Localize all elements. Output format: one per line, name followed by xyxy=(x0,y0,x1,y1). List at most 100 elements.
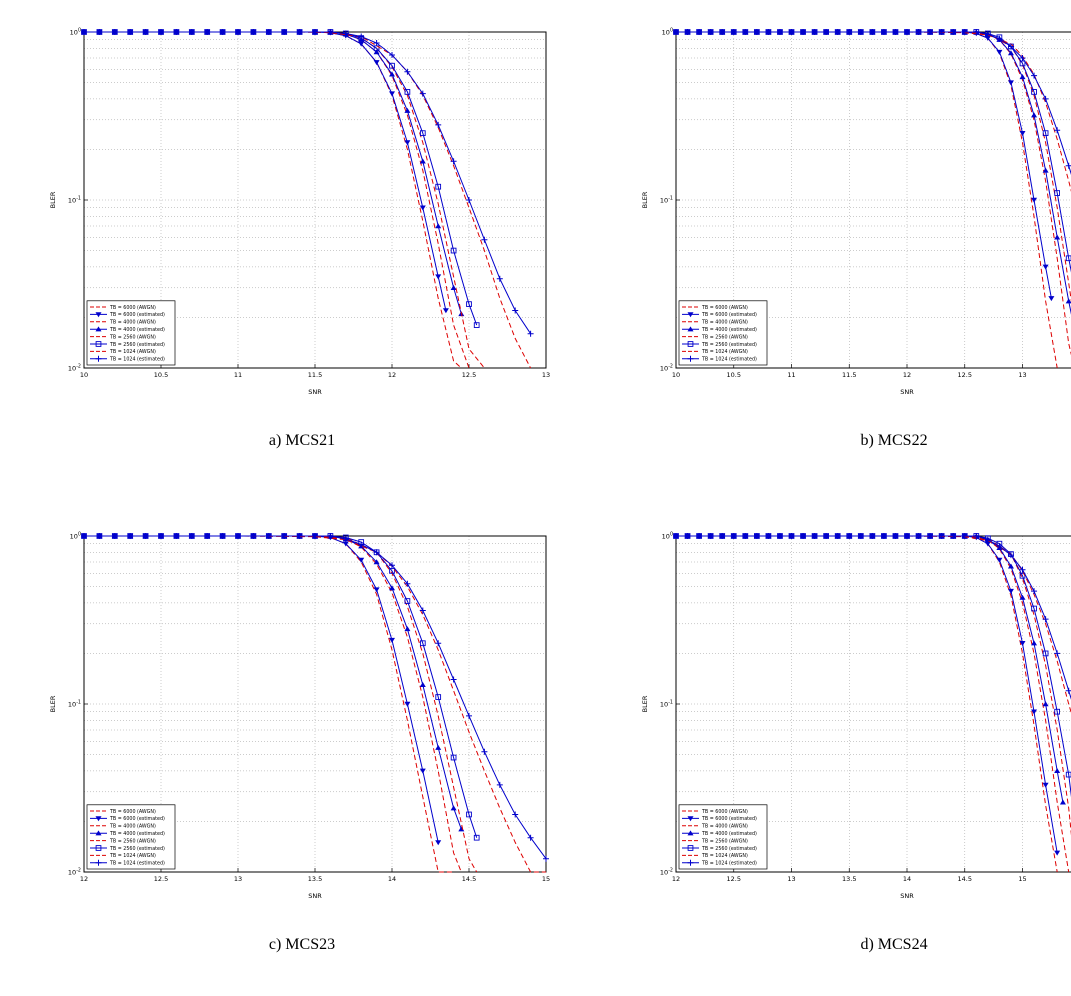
plus-marker-icon xyxy=(188,533,195,539)
legend-entry-label: TB = 6000 (estimated) xyxy=(701,312,757,318)
x-tick-label: 10.5 xyxy=(154,371,168,379)
legend-entry-label: TB = 1024 (AWGN) xyxy=(109,349,156,355)
legend-entry-label: TB = 2560 (AWGN) xyxy=(109,838,156,844)
plus-marker-icon xyxy=(719,29,726,35)
plus-marker-icon xyxy=(296,533,303,539)
triangle-down-marker-icon xyxy=(404,140,411,146)
triangle-up-marker-icon xyxy=(419,158,426,164)
plus-marker-icon xyxy=(857,533,864,539)
triangle-up-marker-icon xyxy=(95,830,102,836)
x-tick-label: 13.5 xyxy=(308,875,322,883)
legend-entry-label: TB = 2560 (AWGN) xyxy=(109,334,156,340)
triangle-down-marker-icon xyxy=(342,541,349,547)
legend-entry: TB = 2560 (AWGN) xyxy=(90,838,156,844)
legend-entry-label: TB = 1024 (estimated) xyxy=(701,357,757,363)
legend-box xyxy=(678,300,768,366)
triangle-down-marker-icon xyxy=(1048,296,1055,302)
plus-marker-icon xyxy=(450,676,457,683)
square-marker-icon xyxy=(389,568,395,574)
x-tick-label: 12 xyxy=(903,371,911,379)
triangle-up-marker-icon xyxy=(1031,640,1038,646)
legend-entry-label: TB = 1024 (estimated) xyxy=(109,861,165,867)
legend-box xyxy=(86,300,176,366)
plus-marker-icon xyxy=(834,29,841,35)
x-tick-label: 15 xyxy=(1018,875,1026,883)
x-axis-label: SNR xyxy=(308,892,322,900)
y-tick-label: 100 xyxy=(70,532,81,541)
plus-marker-icon xyxy=(527,834,534,841)
legend-box xyxy=(86,804,176,870)
triangle-up-marker-icon xyxy=(95,326,102,332)
plus-marker-icon xyxy=(373,40,380,47)
legend-entry-label: TB = 4000 (estimated) xyxy=(109,327,165,333)
legend-entry: TB = 1024 (estimated) xyxy=(682,355,757,363)
plus-marker-icon xyxy=(496,781,503,788)
square-marker-icon xyxy=(95,341,102,347)
series-tb-1024-estimated xyxy=(673,533,1071,700)
legend-entry: TB = 4000 (estimated) xyxy=(90,830,165,837)
square-marker-icon xyxy=(404,89,411,95)
series-tb-1024-awgn xyxy=(84,535,546,873)
x-tick-label: 13 xyxy=(1018,371,1026,379)
plus-marker-icon xyxy=(846,29,853,35)
plus-marker-icon xyxy=(127,533,134,539)
legend-entry-label: TB = 1024 (estimated) xyxy=(701,861,757,867)
triangle-up-marker-icon xyxy=(1054,234,1061,240)
x-tick-label: 13.5 xyxy=(842,875,856,883)
x-tick-label: 15 xyxy=(542,875,550,883)
square-marker-icon xyxy=(419,640,426,647)
legend-entry: TB = 4000 (AWGN) xyxy=(90,320,156,326)
square-marker-icon xyxy=(473,322,480,328)
triangle-down-marker-icon xyxy=(687,816,694,822)
legend-entry: TB = 6000 (estimated) xyxy=(682,312,757,318)
legend-entry-label: TB = 4000 (AWGN) xyxy=(109,824,156,830)
triangle-down-marker-icon xyxy=(1031,709,1038,715)
triangle-down-marker-icon xyxy=(358,557,365,563)
plus-marker-icon xyxy=(96,29,103,35)
plus-marker-icon xyxy=(81,29,87,35)
plus-marker-icon xyxy=(719,533,726,539)
plus-marker-icon xyxy=(915,29,922,35)
tick-labels: 10 10.5 11 11.5 12 12.5 13 100 10-1 10-2 xyxy=(68,28,550,380)
legend-entry-label: TB = 1024 (AWGN) xyxy=(701,853,748,859)
x-tick-label: 10 xyxy=(672,371,680,379)
x-tick-label: 11.5 xyxy=(842,371,856,379)
legend-entry: TB = 4000 (estimated) xyxy=(682,326,757,333)
plus-marker-icon xyxy=(404,580,411,587)
y-tick-label: 10-1 xyxy=(660,196,673,205)
triangle-up-marker-icon xyxy=(1007,50,1014,56)
x-tick-label: 13 xyxy=(542,371,550,379)
legend: TB = 6000 (AWGN)TB = 6000 (estimated) TB … xyxy=(86,804,176,870)
chart-mcs22: 1010.51111.51212.51313.51410010-110-2SNR… xyxy=(641,28,1071,396)
triangle-up-marker-icon xyxy=(450,285,457,291)
plus-marker-icon xyxy=(1031,72,1038,79)
legend-entry: TB = 4000 (estimated) xyxy=(90,326,165,333)
plus-marker-icon xyxy=(1031,588,1038,595)
triangle-down-marker-icon xyxy=(389,91,395,97)
plus-marker-icon xyxy=(1042,616,1049,623)
subplot-caption-a: a) MCS21 xyxy=(268,432,336,449)
legend-entry: TB = 2560 (AWGN) xyxy=(682,838,748,844)
plus-marker-icon xyxy=(235,533,241,539)
triangle-up-marker-icon xyxy=(1019,594,1026,600)
triangle-up-marker-icon xyxy=(1059,799,1066,805)
triangle-down-marker-icon xyxy=(1007,80,1014,86)
plus-marker-icon xyxy=(776,533,783,539)
triangle-up-marker-icon xyxy=(458,826,465,832)
square-marker-icon xyxy=(466,301,472,307)
plus-marker-icon xyxy=(892,29,899,35)
square-marker-icon xyxy=(389,62,395,69)
plus-marker-icon xyxy=(512,307,519,314)
x-tick-label: 12 xyxy=(80,875,88,883)
legend-entry: TB = 6000 (AWGN) xyxy=(90,305,156,311)
legend-entry: TB = 6000 (estimated) xyxy=(90,816,165,822)
legend-entry-label: TB = 1024 (estimated) xyxy=(109,357,165,363)
plus-marker-icon xyxy=(342,30,349,37)
plus-marker-icon xyxy=(730,29,737,35)
legend-entry-label: TB = 2560 (AWGN) xyxy=(701,334,748,340)
plus-marker-icon xyxy=(800,29,807,35)
legend-entry: TB = 1024 (AWGN) xyxy=(682,349,748,355)
y-tick-label: 100 xyxy=(70,28,81,37)
plus-marker-icon xyxy=(111,533,118,539)
square-marker-icon xyxy=(95,845,102,851)
